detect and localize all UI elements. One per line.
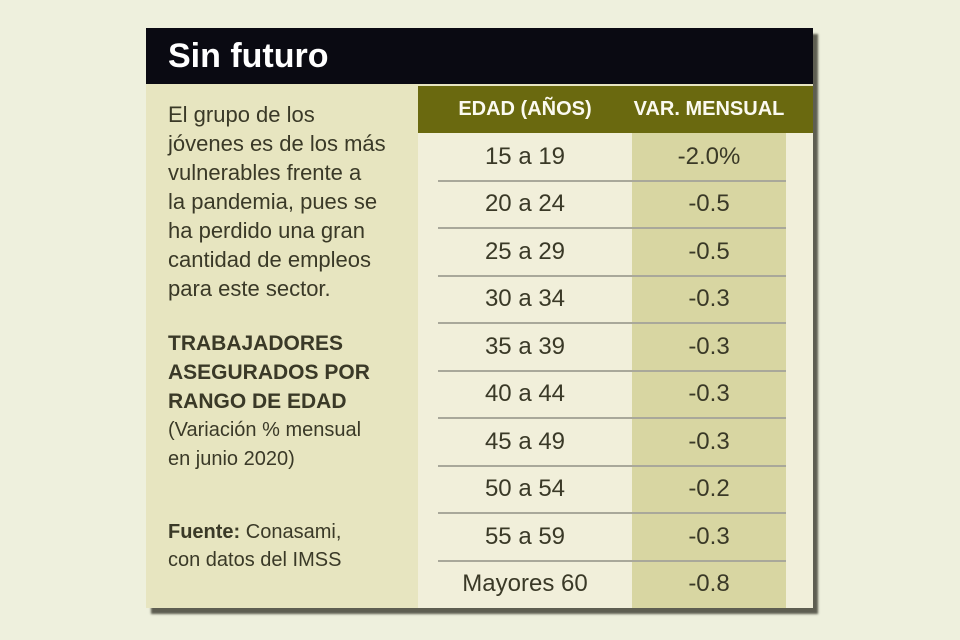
source-line: Fuente: Conasami, <box>168 518 404 546</box>
table-row: 35 a 39 -0.3 <box>418 322 813 371</box>
chart-subtitle-line: RANGO DE EDAD <box>168 390 347 413</box>
source-label: Fuente: <box>168 521 241 543</box>
title-bar: Sin futuro <box>146 28 813 84</box>
row-spacer <box>786 323 813 371</box>
column-header-var-mensual: VAR. MENSUAL <box>633 98 785 120</box>
chart-subtitle-line: TRABAJADORES <box>168 332 344 355</box>
intro-line: ha perdido una gran <box>168 218 365 243</box>
chart-note-line: en junio 2020) <box>168 448 295 470</box>
age-cell: 25 a 29 <box>418 228 632 276</box>
row-spacer <box>786 228 813 276</box>
age-cell: 50 a 54 <box>418 465 632 513</box>
row-spacer <box>786 418 813 466</box>
chart-note-line: (Variación % mensual <box>168 419 362 441</box>
chart-subtitle: TRABAJADORES ASEGURADOS POR RANGO DE EDA… <box>168 329 404 416</box>
variation-cell: -0.3 <box>632 418 786 466</box>
age-cell: 15 a 19 <box>418 133 632 181</box>
source-line: con datos del IMSS <box>168 549 342 571</box>
variation-cell: -0.3 <box>632 275 786 323</box>
table-row: 30 a 34 -0.3 <box>418 274 813 323</box>
variation-cell: -0.8 <box>632 560 786 608</box>
table-row: 40 a 44 -0.3 <box>418 369 813 418</box>
variation-cell: -0.3 <box>632 370 786 418</box>
variation-cell: -0.5 <box>632 228 786 276</box>
variation-cell: -0.5 <box>632 180 786 228</box>
card-content: El grupo de los jóvenes es de los más vu… <box>146 86 813 608</box>
source-attribution: Fuente: Conasami, con datos del IMSS <box>168 518 404 574</box>
chart-note: (Variación % mensual en junio 2020) <box>168 416 404 474</box>
intro-line: El grupo de los <box>168 102 315 127</box>
table-row: 25 a 29 -0.5 <box>418 227 813 276</box>
variation-cell: -0.2 <box>632 465 786 513</box>
table-row: 45 a 49 -0.3 <box>418 417 813 466</box>
age-cell: 45 a 49 <box>418 418 632 466</box>
intro-line: para este sector. <box>168 276 331 301</box>
age-cell: 40 a 44 <box>418 370 632 418</box>
table-row: 15 a 19 -2.0% <box>418 133 813 181</box>
table-row: 50 a 54 -0.2 <box>418 464 813 513</box>
variation-cell: -0.3 <box>632 513 786 561</box>
intro-text: El grupo de los jóvenes es de los más vu… <box>168 100 404 303</box>
table-body: 15 a 19 -2.0% 20 a 24 -0.5 25 a 29 -0.5 <box>418 133 813 608</box>
row-spacer <box>786 275 813 323</box>
infographic-card: Sin futuro El grupo de los jóvenes es de… <box>146 28 813 608</box>
variation-cell: -0.3 <box>632 323 786 371</box>
data-table: EDAD (AÑOS) VAR. MENSUAL 15 a 19 -2.0% 2… <box>418 86 813 608</box>
row-spacer <box>786 560 813 608</box>
row-spacer <box>786 513 813 561</box>
age-cell: 35 a 39 <box>418 323 632 371</box>
age-cell: 55 a 59 <box>418 513 632 561</box>
row-spacer <box>786 465 813 513</box>
age-cell: 30 a 34 <box>418 275 632 323</box>
chart-subtitle-line: ASEGURADOS POR <box>168 361 370 384</box>
page-title: Sin futuro <box>168 36 329 75</box>
column-header-edad: EDAD (AÑOS) <box>458 98 592 120</box>
row-spacer <box>786 370 813 418</box>
variation-cell: -2.0% <box>632 133 786 181</box>
table-header-row: EDAD (AÑOS) VAR. MENSUAL <box>418 86 813 133</box>
row-spacer <box>786 133 813 181</box>
age-cell: 20 a 24 <box>418 180 632 228</box>
table-row: Mayores 60 -0.8 <box>418 559 813 608</box>
intro-line: jóvenes es de los más <box>168 131 386 156</box>
intro-line: vulnerables frente a <box>168 160 362 185</box>
intro-line: la pandemia, pues se <box>168 189 378 214</box>
row-spacer <box>786 180 813 228</box>
table-row: 55 a 59 -0.3 <box>418 512 813 561</box>
source-text: Conasami, <box>240 521 342 543</box>
table-row: 20 a 24 -0.5 <box>418 179 813 228</box>
intro-line: cantidad de empleos <box>168 247 372 272</box>
description-panel: El grupo de los jóvenes es de los más vu… <box>146 86 418 608</box>
age-cell: Mayores 60 <box>418 560 632 608</box>
